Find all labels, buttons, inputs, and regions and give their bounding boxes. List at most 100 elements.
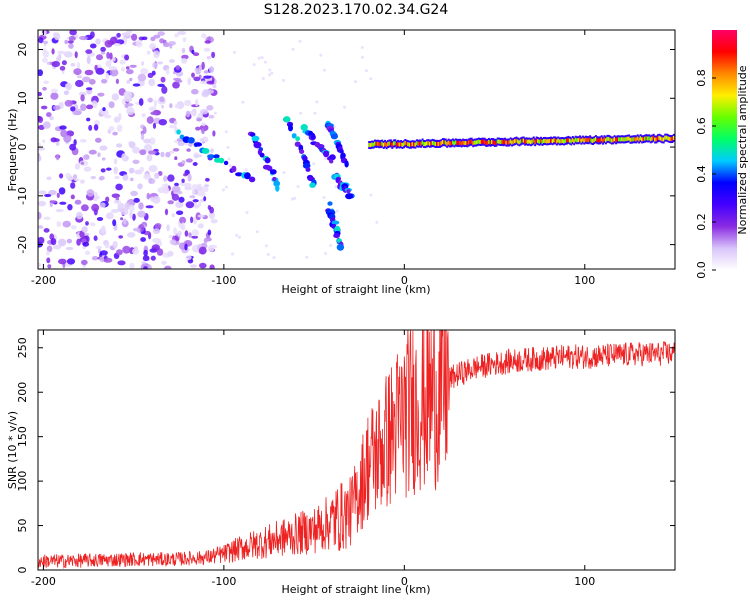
spectrogram-noise-blob [91,203,100,212]
spectrogram-noise-blob [174,182,179,187]
spectrogram-noise-blob [148,178,156,185]
spectrogram-noise-blob [268,73,271,77]
spectrogram-streak-blob [194,142,203,147]
spectrogram-noise-blob [334,185,338,189]
spectrogram-noise-blob [224,130,228,134]
spectrogram-noise-blob [167,200,174,205]
spectrogram-signal-core [463,141,466,146]
spectrogram-signal-core [499,140,502,144]
spectrogram-streak-blob [344,160,349,168]
spectrogram-noise-blob [201,61,205,70]
spectrogram-noise-blob [113,199,122,204]
spectrogram-signal-core [389,141,392,146]
colorbar-tick-label: 0.4 [695,165,708,183]
spectrogram-signal-core [646,136,649,141]
spectrogram-signal-core [586,138,589,143]
spectrogram-signal-core [615,138,618,143]
spectrogram-noise-blob [46,245,53,253]
spectrogram-streak-blob [330,133,338,140]
spectrogram-noise-blob [96,54,103,61]
spectrogram-signal-core [648,136,651,141]
spectrogram-noise-blob [108,101,115,109]
spectrogram-noise-blob [135,39,143,48]
spectrogram-noise-blob [213,111,217,115]
spectrogram-noise-blob [171,193,180,201]
spectrogram-noise-blob [99,175,105,181]
spectrogram-noise-blob [132,146,141,154]
spectrogram-signal-core [599,138,602,143]
spectrogram-noise-blob [187,77,192,86]
spectrogram-noise-blob [128,141,133,146]
spectrogram-signal-core [483,139,486,144]
spectrogram-signal-core [566,138,568,143]
spectrogram-noise-blob [46,112,52,118]
spectrogram-noise-blob [148,165,158,172]
spectrogram-noise-blob [38,37,44,44]
spectrogram-noise-blob [59,65,66,71]
spectrogram-noise-blob [198,201,202,207]
spectrogram-noise-blob [38,190,47,195]
spectrogram-noise-blob [46,176,52,181]
spectrogram-noise-blob [119,59,126,65]
spectrogram-signal-core [404,141,407,145]
spectrogram-streak-blob [176,129,181,135]
spectrogram-signal-core [439,141,441,146]
spectrogram-noise-blob [233,50,236,54]
spectrogram-signal-core [402,142,405,147]
spectrogram-noise-blob [73,139,77,146]
spectrogram-noise-blob [127,200,133,204]
spectrogram-noise-blob [165,68,170,75]
spectrogram-signal-core [415,141,418,146]
spectrogram-noise-blob [103,114,112,119]
spectrogram-signal-core [567,137,570,142]
spectrogram-noise-blob [122,218,127,225]
spectrogram-noise-blob [42,86,47,91]
spectrogram-streak-blob [231,165,237,173]
spectrogram-noise-blob [177,30,187,36]
spectrogram-noise-blob [197,214,205,218]
spectrogram-noise-blob [178,196,185,203]
spectrogram-signal-core [449,141,452,146]
spectrogram-noise-blob [53,32,61,41]
spectrogram-noise-blob [101,79,108,84]
y-tick-label: 20 [16,43,29,57]
spectrogram-noise-blob [112,240,118,249]
spectrogram-streak-blob [273,180,281,187]
spectrogram-noise-blob [208,115,215,119]
spectrogram-noise-blob [263,60,267,64]
spectrogram-signal-core [427,141,430,146]
spectrogram-noise-blob [193,76,201,82]
spectrogram-noise-blob [185,201,195,209]
spectrogram-noise-blob [204,40,211,44]
spectrogram-signal-core [609,137,612,142]
spectrogram-signal-core [428,141,431,146]
spectrogram-signal-core [374,141,376,146]
spectrogram-noise-blob [177,141,185,146]
spectrogram-noise-blob [201,122,206,127]
spectrogram-noise-blob [70,106,76,112]
spectrogram-signal-core [619,137,622,142]
spectrogram-noise-blob [38,147,46,151]
spectrogram-noise-blob [83,232,90,236]
spectrogram-streak-blob [218,157,225,164]
spectrogram-noise-blob [55,141,60,146]
spectrogram-signal-core [485,140,488,145]
spectrogram-noise-blob [235,233,239,237]
spectrogram-noise-blob [206,105,214,111]
spectrogram-noise-blob [61,60,67,66]
spectrogram-noise-blob [141,113,146,118]
spectrogram-noise-blob [151,244,160,251]
spectrogram-noise-blob [183,173,188,177]
spectrogram-noise-blob [305,255,309,259]
spectrogram-noise-blob [290,197,294,201]
colorbar-label: Normalized spectral amplitude [736,65,749,234]
spectrogram-streak-blob [300,124,308,131]
spectrogram-noise-blob [63,134,72,143]
spectrogram-noise-blob [114,158,118,165]
spectrogram-signal-core [531,139,534,144]
spectrogram-noise-blob [59,201,67,205]
spectrogram-noise-blob [168,235,173,239]
spectrogram-signal-core [465,140,467,145]
spectrogram-signal-core [488,139,491,144]
spectrogram-noise-blob [185,255,192,261]
